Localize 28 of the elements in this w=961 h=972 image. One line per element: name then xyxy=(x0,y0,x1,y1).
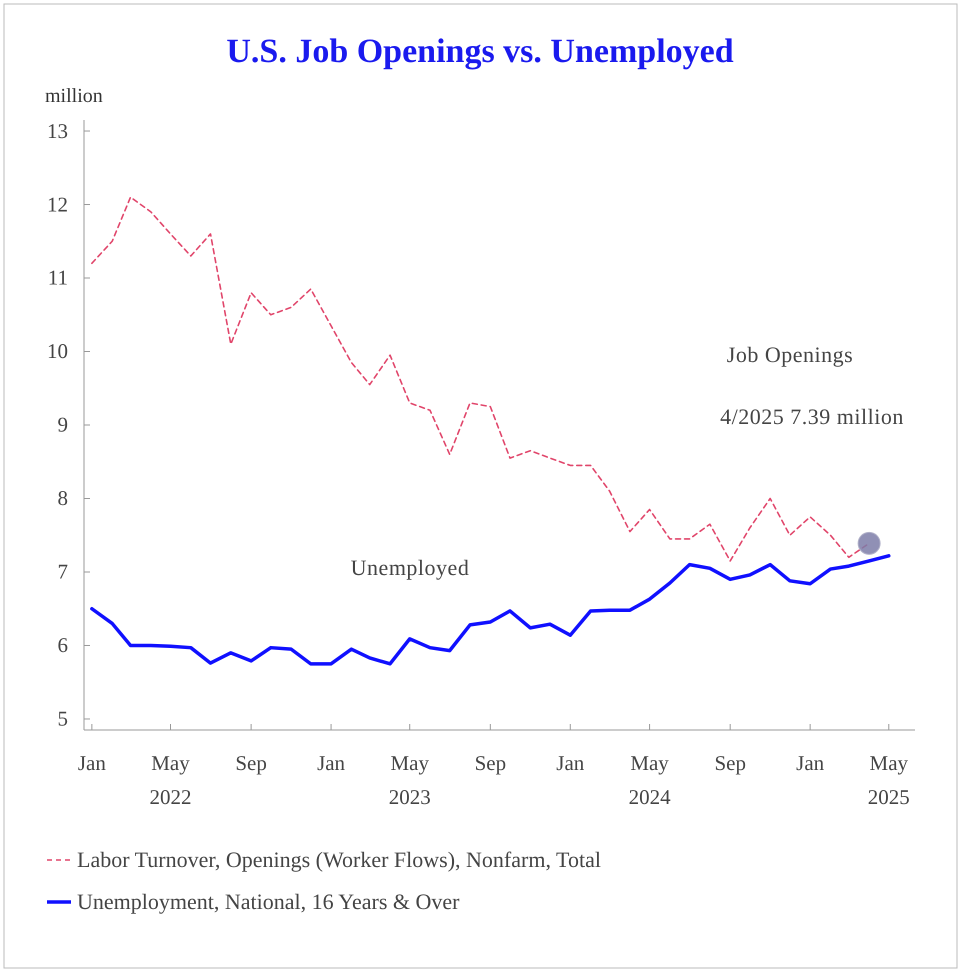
x-tick-label: Jan xyxy=(317,751,346,775)
y-tick-label: 11 xyxy=(48,266,68,290)
x-tick-label: May 2024 xyxy=(628,751,672,809)
x-tick-label: May 2022 xyxy=(150,751,192,809)
x-tick-label: Jan xyxy=(78,751,106,775)
annotation: Unemployed xyxy=(350,555,470,580)
chart-title: U.S. Job Openings vs. Unemployed xyxy=(226,33,734,70)
y-tick-label: 6 xyxy=(58,633,68,658)
y-tick-label: 7 xyxy=(58,560,68,584)
x-tick-label: Jan xyxy=(556,751,585,775)
annotation: 4/2025 7.39 million xyxy=(720,404,904,429)
y-tick-label: 12 xyxy=(47,192,68,216)
y-tick-label: 8 xyxy=(58,486,68,510)
y-tick-label: 10 xyxy=(47,339,68,364)
x-tick-label: Sep xyxy=(474,751,506,775)
legend-label: Labor Turnover, Openings (Worker Flows), Nonfarm, Total xyxy=(77,847,601,872)
y-axis-title: million xyxy=(45,85,103,107)
line-series xyxy=(90,554,891,666)
y-tick-label: 9 xyxy=(58,412,68,437)
x-tick-label: Sep xyxy=(235,751,267,775)
x-tick-label: Jan xyxy=(796,751,825,775)
y-tick-label: 13 xyxy=(47,118,68,143)
x-tick-label: Sep xyxy=(714,751,746,775)
x-tick-label: May 2023 xyxy=(388,751,431,809)
y-tick-label: 5 xyxy=(58,706,68,731)
annotation: Job Openings xyxy=(726,342,854,367)
x-tick-label: May 2025 xyxy=(868,751,910,809)
legend-label: Unemployment, National, 16 Years & Over xyxy=(77,889,460,914)
